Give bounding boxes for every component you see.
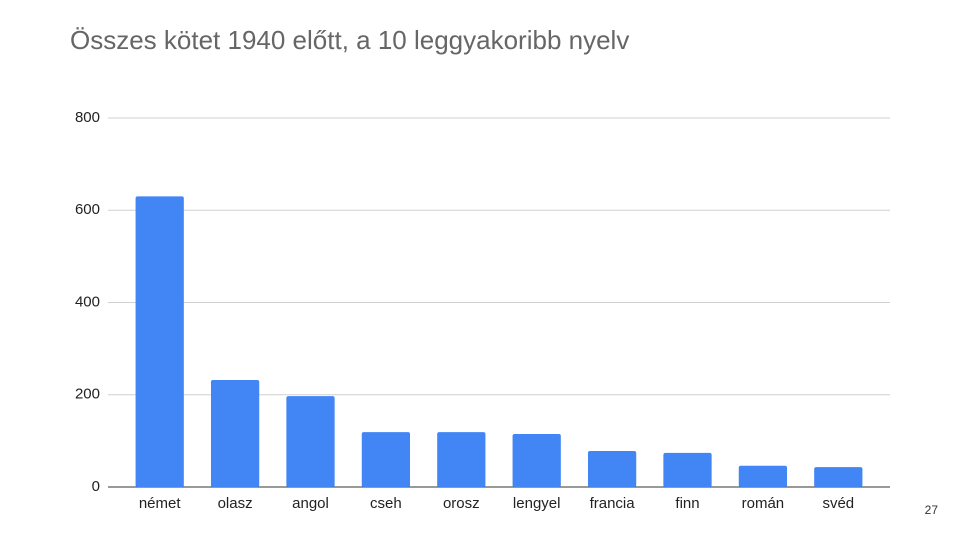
x-tick-label: francia xyxy=(590,495,636,512)
y-tick-label: 800 xyxy=(75,109,100,126)
bar xyxy=(361,432,411,487)
bar xyxy=(135,196,184,487)
x-tick-label: finn xyxy=(675,495,699,512)
bar xyxy=(437,432,486,487)
bar xyxy=(286,396,335,487)
bar xyxy=(738,465,788,487)
bar xyxy=(512,433,561,487)
x-tick-label: angol xyxy=(292,495,329,512)
y-tick-label: 200 xyxy=(75,386,100,403)
x-tick-label: német xyxy=(139,495,182,512)
chart-title: Összes kötet 1940 előtt, a 10 leggyakori… xyxy=(70,25,629,55)
y-tick-label: 600 xyxy=(75,201,100,218)
x-tick-label: olasz xyxy=(218,495,253,512)
x-tick-label: román xyxy=(742,495,785,512)
x-tick-label: lengyel xyxy=(513,495,561,512)
bar xyxy=(663,452,712,487)
bar xyxy=(587,451,637,487)
y-tick-label: 0 xyxy=(92,478,100,495)
bar xyxy=(210,379,260,487)
x-tick-label: svéd xyxy=(822,495,854,512)
x-tick-label: orosz xyxy=(443,495,480,512)
y-tick-label: 400 xyxy=(75,293,100,310)
bar xyxy=(814,467,863,487)
x-tick-label: cseh xyxy=(370,495,402,512)
page-number: 27 xyxy=(925,503,939,517)
